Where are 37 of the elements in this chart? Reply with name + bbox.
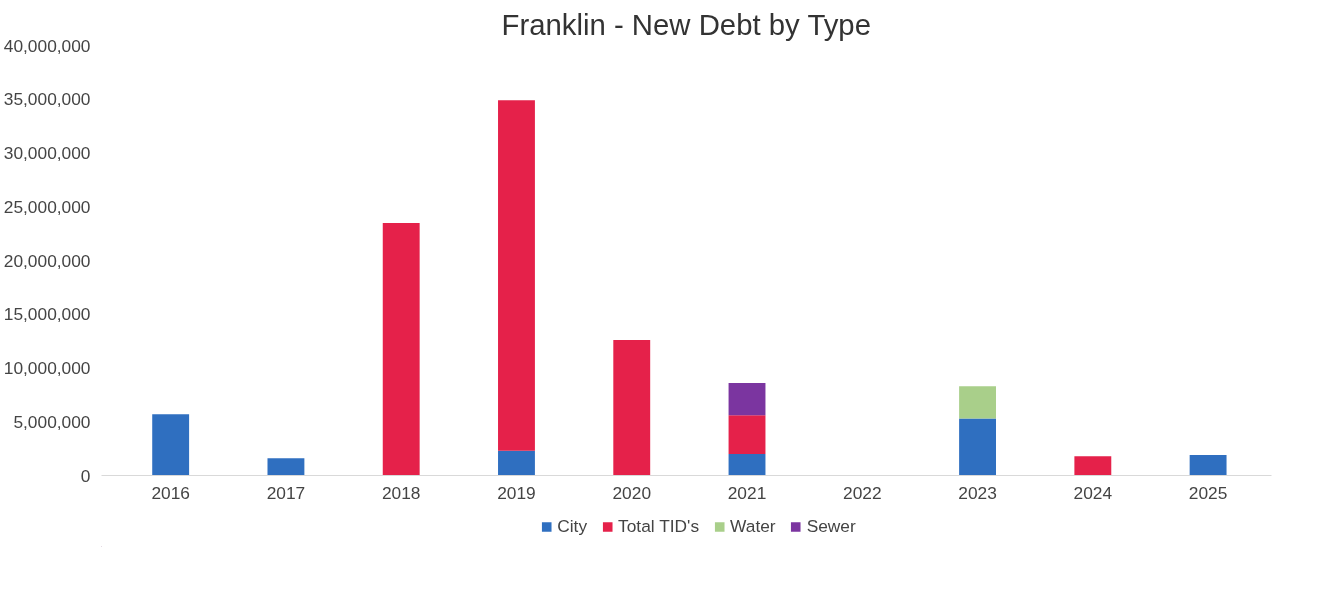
x-tick-label: 2020 [612, 482, 652, 503]
legend-label: Total TID's [618, 515, 700, 537]
bar [959, 386, 996, 419]
x-tick-label: 2022 [843, 482, 882, 503]
bar [728, 415, 766, 454]
bar [382, 222, 420, 476]
y-tick-label: 10,000,000 [3, 358, 91, 378]
x-tick-label: 2018 [381, 482, 421, 503]
y-tick-label: 20,000,000 [3, 250, 91, 271]
x-tick-label: 2024 [1073, 482, 1113, 503]
bar [728, 454, 766, 476]
bar [152, 414, 190, 476]
x-tick-label: 2025 [1188, 482, 1228, 503]
bar [959, 418, 996, 476]
bar [728, 383, 766, 416]
legend-label: Water [730, 515, 776, 537]
x-tick-label: 2023 [958, 482, 997, 503]
bar [613, 340, 651, 476]
y-tick-label: 0 [80, 465, 91, 486]
x-tick-label: 2016 [151, 482, 190, 503]
bar [1189, 455, 1227, 476]
legend-label: Sewer [806, 515, 856, 537]
x-tick-label: 2017 [266, 482, 306, 503]
bar [267, 458, 305, 476]
y-tick-label: 40,000,000 [3, 35, 91, 56]
bar [1074, 456, 1112, 476]
bar [498, 450, 535, 476]
y-tick-label: 35,000,000 [3, 89, 91, 110]
legend-label: City [557, 515, 588, 537]
y-tick-label: 30,000,000 [3, 143, 91, 163]
x-tick-label: 2021 [727, 482, 767, 503]
y-tick-label: 15,000,000 [3, 304, 91, 325]
y-tick-label: 5,000,000 [13, 411, 91, 432]
bar [498, 100, 535, 451]
y-tick-label: 25,000,000 [3, 196, 91, 217]
chart-title: Franklin - New Debt by Type [501, 7, 871, 41]
x-tick-label: 2019 [497, 482, 536, 503]
